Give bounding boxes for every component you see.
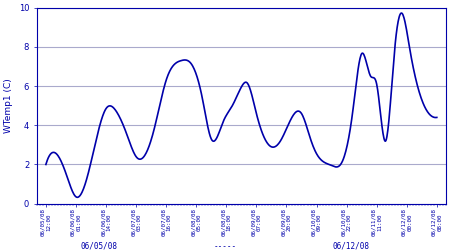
Text: 06/12/08: 06/12/08 bbox=[333, 242, 369, 250]
Text: -----: ----- bbox=[213, 242, 237, 250]
Text: 06/05/08: 06/05/08 bbox=[81, 242, 117, 250]
Y-axis label: WTemp1 (C): WTemp1 (C) bbox=[4, 78, 13, 133]
